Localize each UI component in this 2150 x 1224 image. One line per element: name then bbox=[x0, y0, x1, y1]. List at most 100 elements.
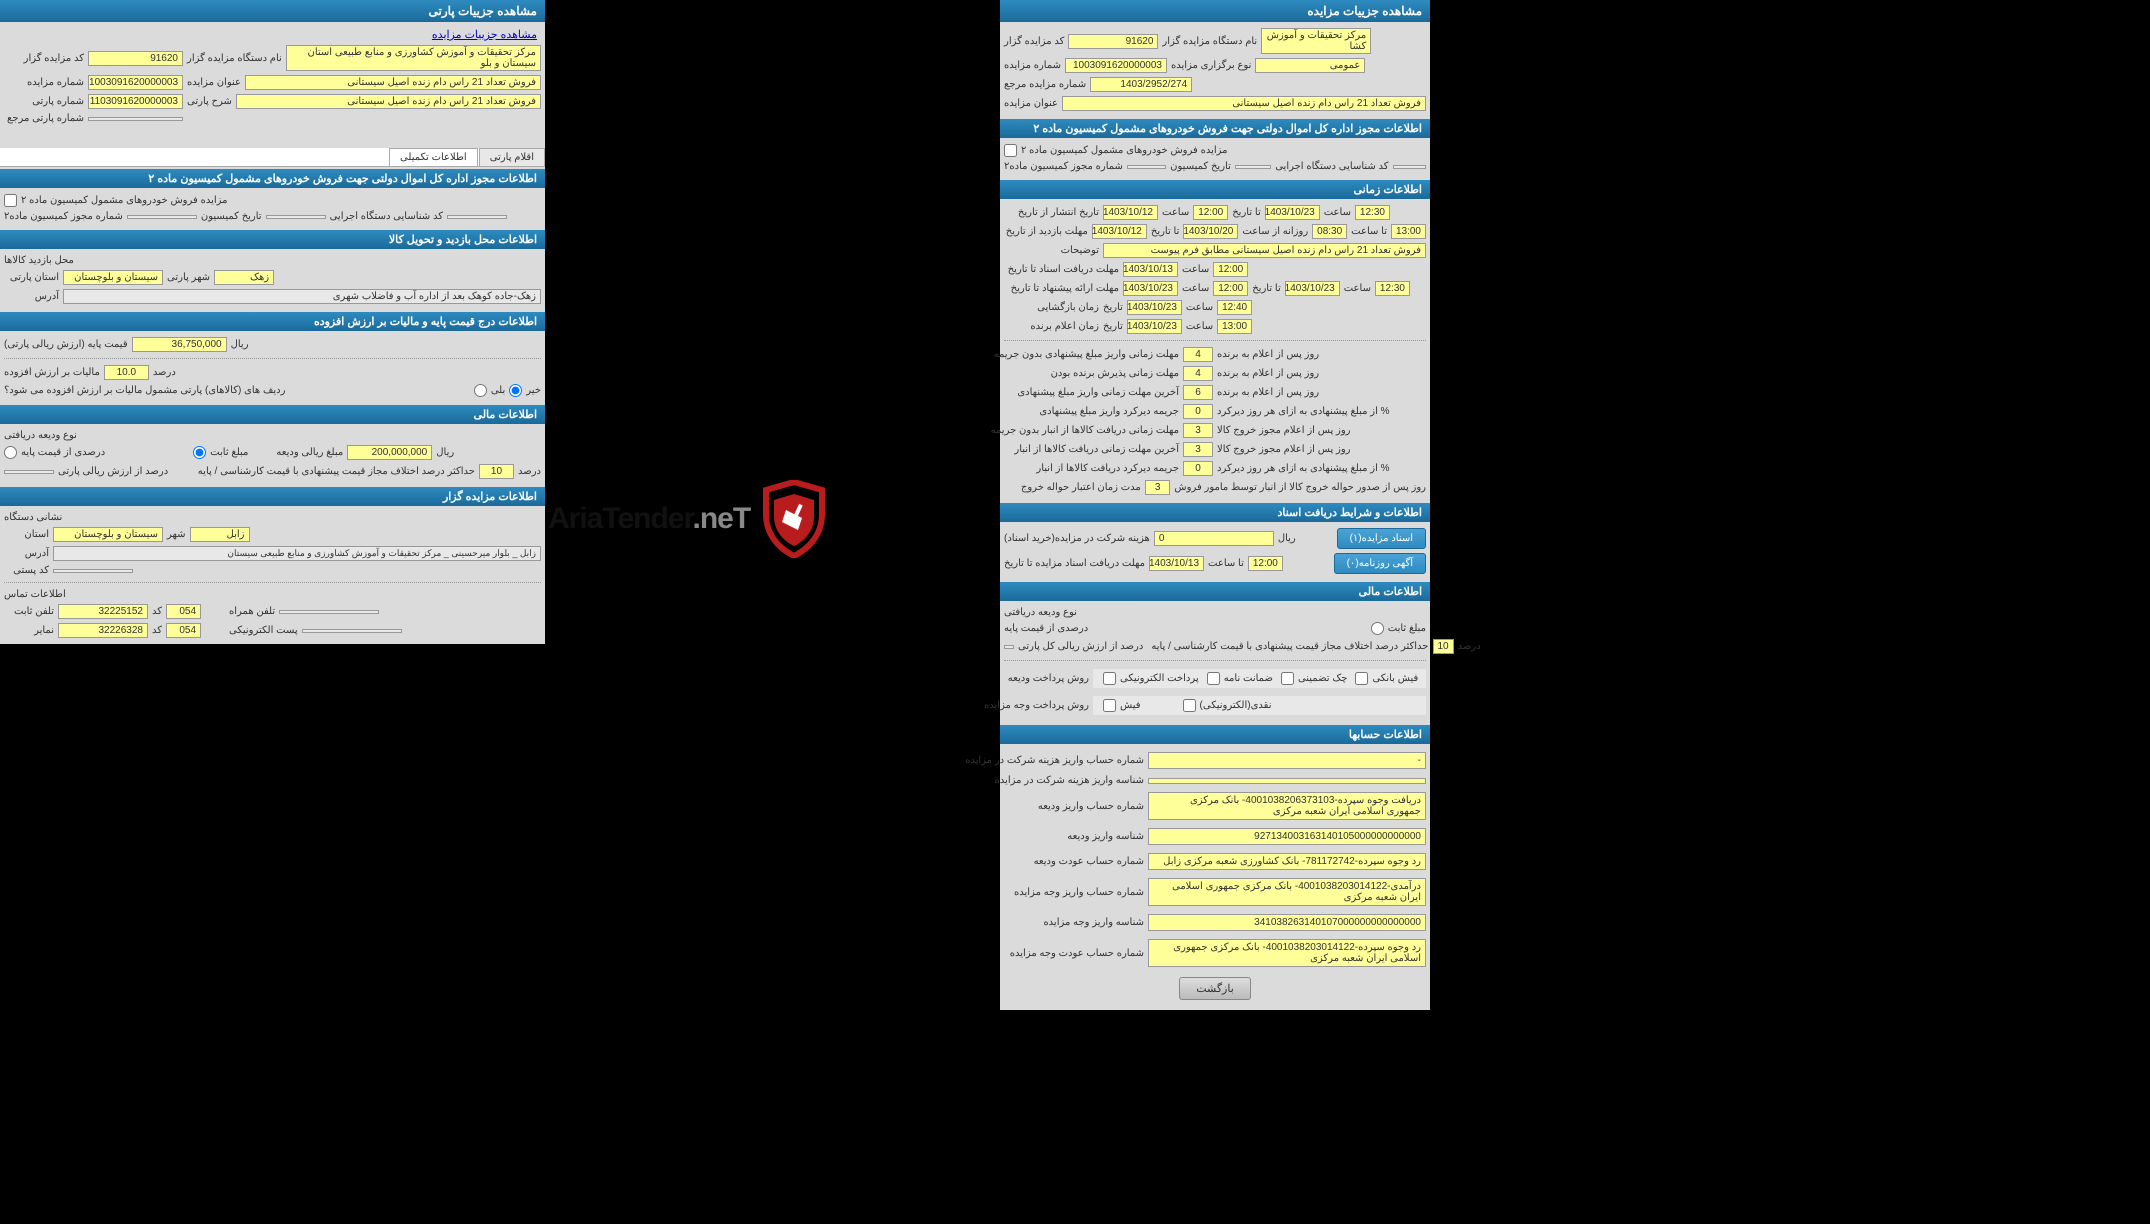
lbl-ls5e: کد پستی bbox=[4, 565, 49, 576]
lbl-rial-l2: ریال bbox=[436, 447, 454, 458]
val-d3: فروش تعداد 21 راس دام زنده اصیل سیستانی … bbox=[1103, 243, 1426, 258]
lbl-pct-l: درصد bbox=[153, 367, 176, 378]
val-ls4d: 200,000,000 bbox=[347, 445, 432, 460]
lbl-p1: تلفن ثابت bbox=[4, 606, 54, 617]
sec-fin: اطلاعات مالی bbox=[1000, 582, 1430, 601]
lbl-ls5a: نشانی دستگاه bbox=[4, 512, 62, 523]
chk-lcommission[interactable] bbox=[4, 194, 17, 207]
val-ls5b: سیستان و بلوچستان bbox=[53, 527, 163, 542]
btn-back[interactable]: بازگشت bbox=[1179, 977, 1251, 1000]
chk-slip[interactable] bbox=[1355, 672, 1368, 685]
logo-text: AriaTender.neT bbox=[548, 502, 750, 536]
val-l7 bbox=[88, 117, 183, 121]
val-n4: 0 bbox=[1183, 404, 1213, 419]
val-ls4f: 10 bbox=[479, 464, 514, 479]
val-a1: - bbox=[1148, 752, 1426, 769]
radio-fixed[interactable] bbox=[1371, 622, 1384, 635]
val-ref-no: 1403/2952/274 bbox=[1090, 77, 1192, 92]
chk-check[interactable] bbox=[1281, 672, 1294, 685]
lbl-n7s: % از مبلغ پیشنهادی به ازای هر روز دیرکرد bbox=[1217, 463, 1390, 474]
lbl-a8: شماره حساب عودت وجه مزایده bbox=[1004, 948, 1144, 959]
lsec1: اطلاعات مجوز اداره کل اموال دولتی جهت فر… bbox=[0, 169, 545, 188]
chk-epay[interactable] bbox=[1103, 672, 1116, 685]
lsec4: اطلاعات مالی bbox=[0, 405, 545, 424]
val-p1c: 054 bbox=[166, 604, 201, 619]
lbl-l1: کد مزایده گزار bbox=[4, 53, 84, 64]
radio-fixed-l[interactable] bbox=[193, 446, 206, 459]
lbl-a4: شناسه واریز ودیعه bbox=[1004, 831, 1144, 842]
fin-body: نوع ودیعه دریافتی درصدی از قیمت پایه مبل… bbox=[1000, 601, 1430, 723]
val-permit-no bbox=[1127, 165, 1166, 169]
val-a7: 341038263140107000000000000000 bbox=[1148, 914, 1426, 931]
btn-newspaper[interactable]: آگهی روزنامه(۰) bbox=[1334, 553, 1426, 574]
val-commission-date bbox=[1235, 165, 1271, 169]
radio-no[interactable] bbox=[509, 384, 522, 397]
auction-summary: کد مزایده گزار 91620 نام دستگاه مزایده گ… bbox=[1000, 22, 1430, 117]
lbl-n4s: % از مبلغ پیشنهادی به ازای هر روز دیرکرد bbox=[1217, 406, 1390, 417]
lbl-p4: پست الکترونیکی bbox=[229, 625, 298, 636]
chk-slip2[interactable] bbox=[1103, 699, 1116, 712]
chk-guarantee[interactable] bbox=[1207, 672, 1220, 685]
val-a3: دریافت وجوه سپرده-4001038206373103- بانک… bbox=[1148, 792, 1426, 820]
lbl-pct-u: درصد از ارزش ریالی کل پارتی bbox=[1018, 641, 1143, 652]
lbl-n7: جریمه دیرکرد دریافت کالاها از انبار bbox=[1004, 463, 1179, 474]
val-n7: 0 bbox=[1183, 461, 1213, 476]
lbl-ls3a: قیمت پایه (ارزش ریالی پارتی) bbox=[4, 339, 128, 350]
val-a8: رد وجوه سپرده-4001038203014122- بانک مرک… bbox=[1148, 939, 1426, 967]
val-ls5e bbox=[53, 569, 133, 573]
chk-cash[interactable] bbox=[1183, 699, 1196, 712]
docs-body: هزینه شرکت در مزایده(خرید اسناد) 0 ریال … bbox=[1000, 522, 1430, 580]
lbl-l3: شماره مزایده bbox=[4, 77, 84, 88]
lbl-a1: شماره حساب واریز هزینه شرکت در مزایده bbox=[1004, 755, 1144, 766]
val-d6t: 12:40 bbox=[1217, 300, 1252, 315]
lbl-ls1a: مزایده فروش خودروهای مشمول کمیسیون ماده … bbox=[21, 195, 228, 206]
lbl-tt5: ساعت bbox=[1344, 283, 1371, 294]
val-p4 bbox=[302, 629, 402, 633]
val-l5: 1103091620000003 bbox=[88, 94, 183, 109]
lbl-c5: فیش bbox=[1120, 700, 1141, 711]
val-cost: 0 bbox=[1154, 531, 1274, 546]
lbl-p1c: کد bbox=[152, 606, 162, 617]
time-body: تاریخ انتشار از تاریخ1403/10/12 ساعت12:0… bbox=[1000, 199, 1430, 501]
lbl-c6: نقدی(الکترونیکی) bbox=[1200, 700, 1272, 711]
val-ls5c: زابل bbox=[190, 527, 250, 542]
val-auction-no: 1003091620000003 bbox=[1065, 58, 1167, 73]
val-auction-type: عمومی bbox=[1255, 58, 1365, 73]
lbl-auction-code: کد مزایده گزار bbox=[1004, 36, 1064, 47]
lbl-max-diff: حداکثر درصد اختلاف مجاز قیمت پیشنهادی با… bbox=[1151, 641, 1428, 652]
lbl-ref-no: شماره مزایده مرجع bbox=[1004, 79, 1086, 90]
lbl-a7: شناسه واریز وجه مزایده bbox=[1004, 917, 1144, 928]
val-d1tv: 1403/10/23 bbox=[1265, 205, 1320, 220]
sec-docs: اطلاعات و شرایط دریافت اسناد bbox=[1000, 503, 1430, 522]
lbl-ls2a: محل بازدید کالاها bbox=[4, 255, 74, 266]
lbl-ls5f: اطلاعات تماس bbox=[4, 589, 66, 600]
val-n5: 3 bbox=[1183, 423, 1213, 438]
lbl-l4: عنوان مزایده bbox=[187, 77, 241, 88]
lbl-ls1b: شماره مجوز کمیسیون ماده۲ bbox=[4, 211, 123, 222]
lbody4: نوع ودیعه دریافتی درصدی از قیمت پایه مبل… bbox=[0, 424, 545, 485]
chk-commission[interactable] bbox=[1004, 144, 1017, 157]
lbl-d2: مهلت بازدید از تاریخ bbox=[1004, 226, 1088, 237]
val-max-diff: 10 bbox=[1433, 639, 1454, 654]
lbl-d5: مهلت ارائه پیشنهاد تا تاریخ bbox=[1004, 283, 1119, 294]
lbl-d6: زمان بازگشایی bbox=[1004, 302, 1099, 313]
val-ls4e bbox=[4, 470, 54, 474]
link-auction-detail[interactable]: مشاهده جزییات مزایده bbox=[432, 29, 537, 41]
val-t1: 12:00 bbox=[1193, 205, 1228, 220]
val-d4: 1403/10/13 bbox=[1123, 262, 1178, 277]
lbl-d5t: تا تاریخ bbox=[1252, 283, 1281, 294]
radio-pct-base[interactable] bbox=[4, 446, 17, 459]
val-l4: فروش تعداد 21 راس دام زنده اصیل سیستانی bbox=[245, 75, 541, 90]
lbl-t6: ساعت bbox=[1186, 302, 1213, 313]
sec-commission: اطلاعات مجوز اداره کل اموال دولتی جهت فر… bbox=[1000, 119, 1430, 138]
lbody1: مزایده فروش خودروهای مشمول کمیسیون ماده … bbox=[0, 188, 545, 228]
divider bbox=[1004, 660, 1426, 661]
tab-info[interactable]: اطلاعات تکمیلی bbox=[389, 148, 478, 166]
btn-docs[interactable]: اسناد مزایده(۱) bbox=[1337, 528, 1426, 549]
lbl-n3s: روز پس از اعلام به برنده bbox=[1217, 387, 1319, 398]
lbl-n5s: روز پس از اعلام مجوز خروج کالا bbox=[1217, 425, 1351, 436]
radio-yes[interactable] bbox=[474, 384, 487, 397]
lbl-c4: فیش بانکی bbox=[1372, 673, 1418, 684]
tab-items[interactable]: اقلام پارتی bbox=[479, 148, 545, 166]
lbl-auction-title: عنوان مزایده bbox=[1004, 98, 1058, 109]
